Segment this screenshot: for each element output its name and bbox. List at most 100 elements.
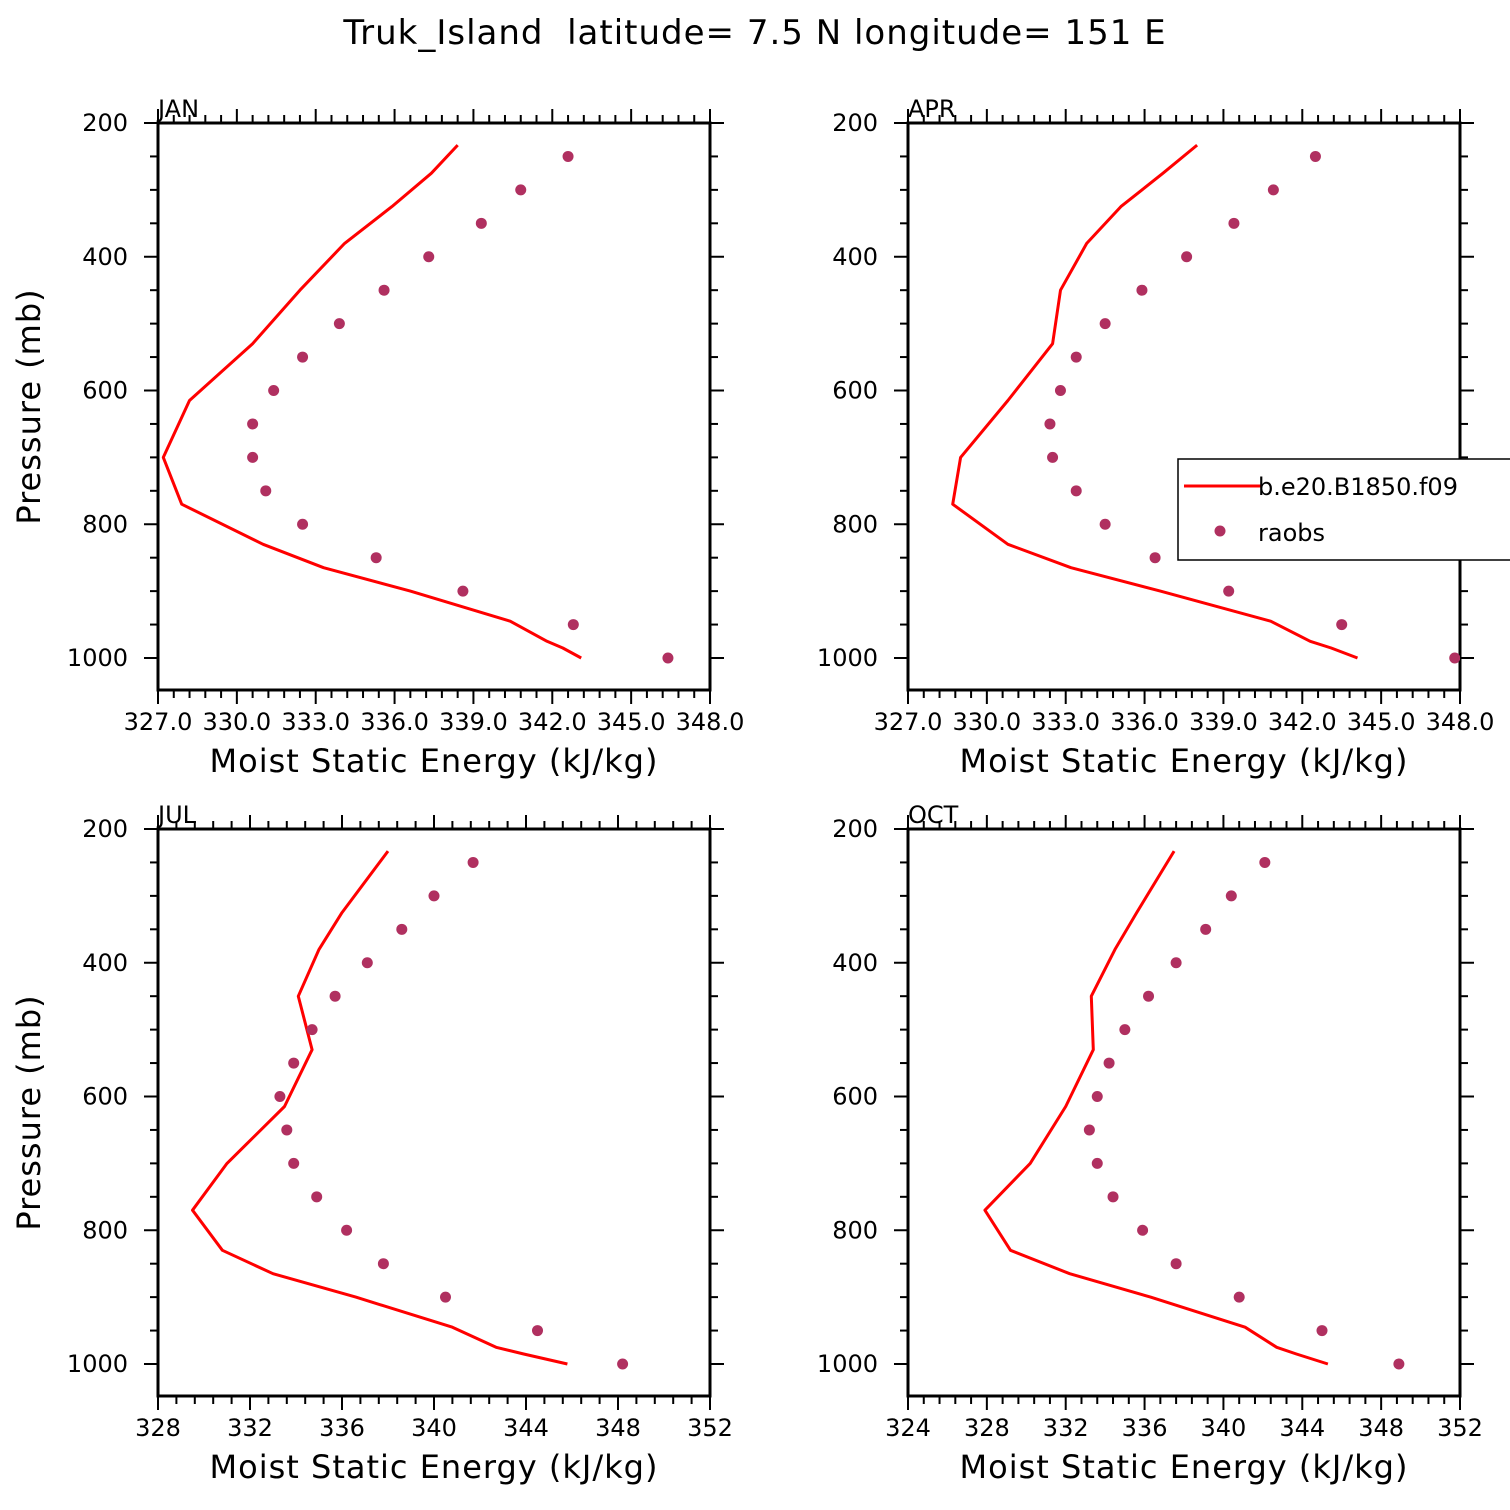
raobs-point xyxy=(475,217,487,229)
x-axis-label: Moist Static Energy (kJ/kg) xyxy=(210,1448,659,1486)
raobs-point xyxy=(247,451,259,463)
raobs-point xyxy=(396,923,408,935)
raobs-point xyxy=(1107,1191,1119,1203)
x-tick-label: 330.0 xyxy=(952,708,1021,736)
x-tick-label: 336 xyxy=(319,1414,365,1442)
raobs-point xyxy=(1309,150,1321,162)
legend-entry-raobs: raobs xyxy=(1258,519,1325,547)
panel-title: JAN xyxy=(156,95,199,123)
raobs-point xyxy=(1149,552,1161,564)
plot-area xyxy=(161,144,674,664)
raobs-point xyxy=(1336,619,1348,631)
raobs-point xyxy=(1259,856,1271,868)
x-tick-label: 348 xyxy=(1358,1414,1404,1442)
legend-dot-swatch xyxy=(1214,525,1226,537)
raobs-point xyxy=(333,318,345,330)
y-tick-label: 200 xyxy=(832,109,878,137)
raobs-point xyxy=(1393,1358,1405,1370)
x-tick-label: 344 xyxy=(503,1414,549,1442)
figure-title: Truk_Island latitude= 7.5 N longitude= 1… xyxy=(342,13,1166,53)
raobs-point xyxy=(274,1091,286,1102)
model-line xyxy=(161,144,582,660)
x-tick-label: 348.0 xyxy=(676,708,745,736)
raobs-point xyxy=(1103,1057,1115,1069)
x-tick-label: 332 xyxy=(1043,1414,1089,1442)
y-tick-label: 800 xyxy=(82,1216,128,1244)
y-tick-label: 1000 xyxy=(67,1350,128,1378)
y-tick-label: 600 xyxy=(832,377,878,405)
x-tick-label: 345.0 xyxy=(597,708,666,736)
x-tick-label: 332 xyxy=(227,1414,273,1442)
panels: JAN 200 400 600 800 1000 327.0 330.0 333.0 336.0 3… xyxy=(10,95,1510,1486)
y-tick-label: 400 xyxy=(82,243,128,271)
raobs-point xyxy=(311,1191,323,1203)
x-tick-label: 348 xyxy=(595,1414,641,1442)
raobs-point xyxy=(457,585,469,597)
plot-frame xyxy=(906,827,1462,1398)
raobs-point xyxy=(297,518,309,530)
panel-jan: JAN 200 400 600 800 1000 327.0 330.0 333.0 336.0 3… xyxy=(10,95,744,780)
panel-oct: OCT 200 400 600 800 1000 324 328 332 336 340 344 348… xyxy=(817,801,1483,1486)
x-tick-label: 333.0 xyxy=(281,708,350,736)
raobs-point xyxy=(260,485,272,497)
x-tick-label: 352 xyxy=(687,1414,733,1442)
raobs-point xyxy=(1449,652,1460,664)
raobs-point xyxy=(1099,518,1111,530)
raobs-point xyxy=(329,990,341,1002)
panel-title: APR xyxy=(908,95,956,123)
x-axis-label: Moist Static Energy (kJ/kg) xyxy=(210,742,659,780)
y-axis-label: Pressure (mb) xyxy=(10,288,48,524)
raobs-point xyxy=(268,385,280,396)
legend-box xyxy=(1177,458,1510,561)
raobs-point xyxy=(281,1124,293,1136)
panel-apr: APR 200 400 600 800 1000 327.0 330.0 333.0 336.0 3… xyxy=(817,95,1510,780)
raobs-point xyxy=(370,552,382,564)
plot-area xyxy=(191,850,629,1370)
raobs-point xyxy=(1091,1157,1103,1169)
raobs-point xyxy=(1044,418,1056,430)
raobs-point xyxy=(288,1157,300,1169)
y-tick-label: 600 xyxy=(832,1083,878,1111)
y-axis-label: Pressure (mb) xyxy=(10,994,48,1230)
x-tick-label: 339.0 xyxy=(439,708,508,736)
model-line xyxy=(951,143,1359,660)
y-tick-label: 1000 xyxy=(817,1350,878,1378)
raobs-point xyxy=(1136,284,1148,296)
raobs-point xyxy=(1181,251,1193,263)
raobs-point xyxy=(562,150,574,162)
x-tick-label: 336.0 xyxy=(1110,708,1179,736)
plot-frame xyxy=(156,121,712,692)
raobs-point xyxy=(428,890,440,902)
x-tick-label: 342.0 xyxy=(1268,708,1337,736)
raobs-point xyxy=(1047,451,1059,463)
raobs-point xyxy=(377,1258,389,1270)
x-tick-label: 344 xyxy=(1279,1414,1325,1442)
raobs-point xyxy=(1070,351,1082,363)
raobs-point xyxy=(1070,485,1082,497)
plot-area xyxy=(951,143,1460,664)
raobs-point xyxy=(1316,1325,1328,1337)
y-tick-label: 800 xyxy=(832,1216,878,1244)
x-tick-label: 345.0 xyxy=(1347,708,1416,736)
raobs-point xyxy=(1170,1258,1182,1270)
y-tick-label: 600 xyxy=(82,377,128,405)
model-line xyxy=(983,850,1329,1366)
x-tick-label: 348.0 xyxy=(1426,708,1495,736)
x-tick-label: 327.0 xyxy=(124,708,193,736)
plot-frame xyxy=(156,827,712,1398)
raobs-point xyxy=(1137,1224,1149,1236)
x-axis-label: Moist Static Energy (kJ/kg) xyxy=(960,742,1409,780)
raobs-point xyxy=(1119,1024,1131,1036)
raobs-point xyxy=(515,184,527,196)
raobs-point xyxy=(1200,923,1212,935)
raobs-point xyxy=(378,284,390,296)
x-tick-label: 342.0 xyxy=(518,708,587,736)
raobs-point xyxy=(467,856,479,868)
y-tick-label: 1000 xyxy=(817,644,878,672)
raobs-point xyxy=(617,1358,629,1370)
x-tick-label: 336 xyxy=(1122,1414,1168,1442)
raobs-point xyxy=(1228,217,1240,229)
x-tick-label: 324 xyxy=(885,1414,931,1442)
raobs-point xyxy=(1223,585,1235,597)
